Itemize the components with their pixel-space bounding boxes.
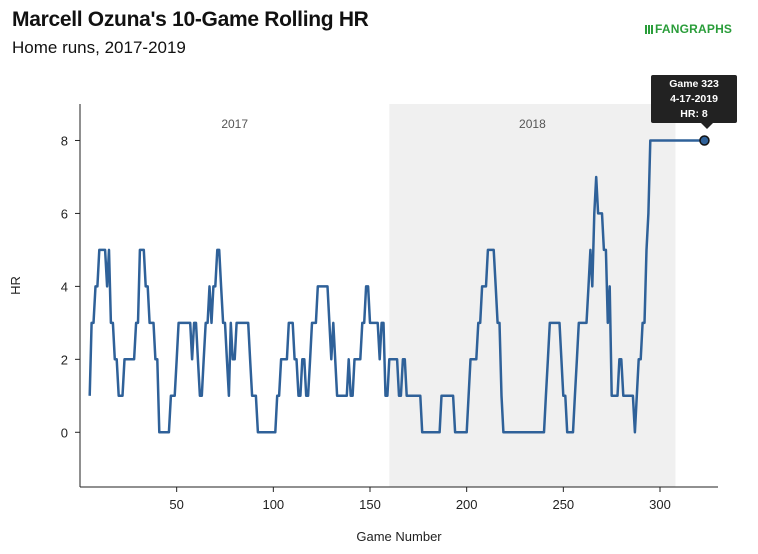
highlight-point [699, 135, 710, 146]
tooltip-date: 4-17-2019 [670, 93, 718, 105]
y-tick-label: 6 [61, 206, 68, 221]
y-axis-label: HR [8, 276, 23, 295]
fangraphs-logo[interactable]: FANGRAPHS [645, 22, 732, 36]
logo-bars-icon [645, 25, 653, 34]
y-tick-label: 2 [61, 352, 68, 367]
x-tick-label: 200 [456, 497, 478, 512]
y-tick-label: 4 [61, 279, 68, 294]
x-tick-label: 100 [262, 497, 284, 512]
chart-subtitle: Home runs, 2017-2019 [12, 38, 186, 57]
x-tick-label: 250 [552, 497, 574, 512]
chart-title: Marcell Ozuna's 10-Game Rolling HR [12, 8, 369, 31]
logo-text: FANGRAPHS [655, 22, 733, 36]
x-tick-label: 150 [359, 497, 381, 512]
x-tick-label: 50 [169, 497, 183, 512]
x-axis-label: Game Number [356, 529, 442, 544]
region-label-2017: 2017 [221, 117, 248, 131]
series-line-0 [88, 139, 705, 434]
region-band-2018 [389, 104, 676, 487]
y-tick-label: 0 [61, 425, 68, 440]
y-tick-label: 8 [61, 133, 68, 148]
x-tick-label: 300 [649, 497, 671, 512]
tooltip-hr: HR: 8 [680, 108, 708, 120]
data-tooltip: Game 323 4-17-2019 HR: 8 [651, 75, 737, 129]
region-label-2018: 2018 [519, 117, 546, 131]
tooltip-game: Game 323 [669, 78, 719, 90]
